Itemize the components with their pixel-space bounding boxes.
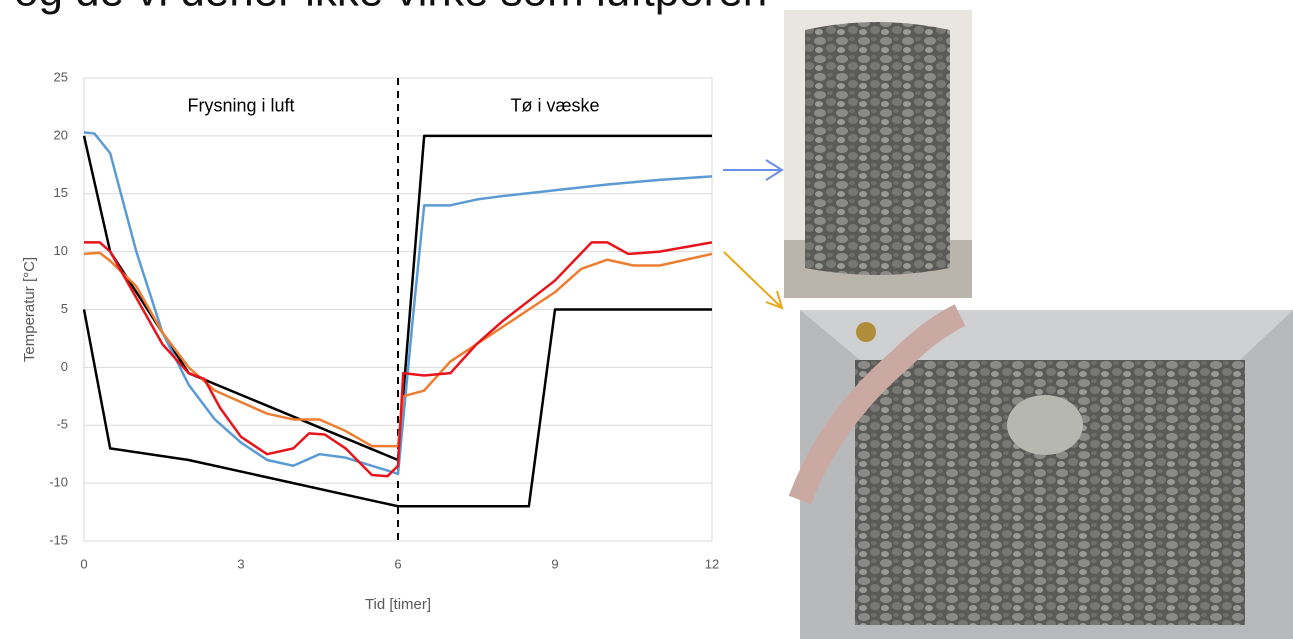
x-tick-label: 3 xyxy=(237,556,244,571)
y-tick-label: -10 xyxy=(49,475,68,490)
page: {"slide_title": "og de vi dener ikke vir… xyxy=(0,0,1293,639)
y-tick-label: 10 xyxy=(54,243,68,258)
y-tick-label: -5 xyxy=(56,417,68,432)
x-tick-label: 12 xyxy=(705,556,719,571)
y-tick-label: 15 xyxy=(54,185,68,200)
y-tick-label: 20 xyxy=(54,127,68,142)
x-tick-label: 9 xyxy=(551,556,558,571)
arrow xyxy=(723,160,782,180)
slide: og de vi dener ikke virke som luftporen … xyxy=(0,0,1293,639)
slide-title: og de vi dener ikke virke som luftporen xyxy=(14,0,767,16)
x-axis-label: Tid [timer] xyxy=(365,596,431,613)
photo-cylinder xyxy=(784,10,972,298)
y-tick-label: 5 xyxy=(61,301,68,316)
y-tick-label: 0 xyxy=(61,359,68,374)
x-tick-label: 6 xyxy=(394,556,401,571)
arrow xyxy=(724,252,782,308)
annotation: Tø i væske xyxy=(510,96,599,116)
photo-container xyxy=(800,310,1293,639)
y-tick-label: 25 xyxy=(54,69,68,84)
x-tick-label: 0 xyxy=(80,556,87,571)
annotation: Frysning i luft xyxy=(187,96,294,116)
y-axis-label: Temperatur [°C] xyxy=(21,257,38,362)
y-tick-label: -15 xyxy=(49,532,68,547)
